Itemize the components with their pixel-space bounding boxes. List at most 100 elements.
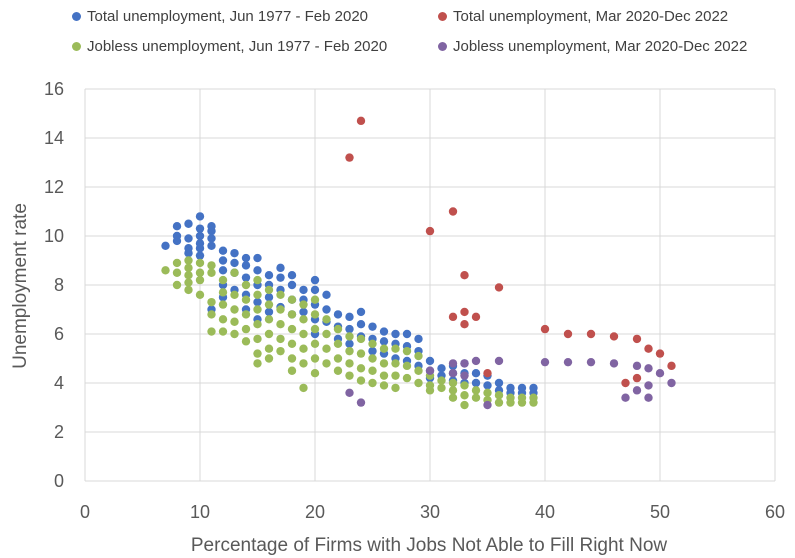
data-point [253, 290, 262, 299]
data-point [437, 383, 446, 393]
data-point [402, 346, 412, 356]
data-point [506, 398, 515, 407]
data-point [333, 339, 343, 348]
data-point [425, 366, 435, 375]
data-point [253, 266, 262, 275]
y-tick-label: 14 [44, 128, 64, 148]
data-point [379, 381, 389, 390]
data-point [264, 315, 274, 324]
data-point [253, 305, 262, 314]
data-point [345, 359, 354, 368]
y-tick-label: 6 [54, 324, 64, 344]
data-point [632, 386, 642, 395]
data-point [241, 253, 251, 263]
data-point [207, 226, 216, 236]
legend-label: Total unemployment, Mar 2020-Dec 2022 [453, 8, 729, 25]
y-tick-label: 10 [44, 226, 64, 246]
x-tick-label: 10 [190, 502, 210, 522]
data-point [448, 359, 458, 368]
data-point [195, 268, 205, 277]
data-point [483, 381, 492, 390]
data-point [264, 293, 274, 302]
data-point [241, 324, 251, 334]
data-point [264, 329, 274, 339]
data-point [655, 369, 665, 378]
legend-item-jobless-pre: Jobless unemployment, Jun 1977 - Feb 202… [72, 38, 387, 55]
data-point [241, 310, 251, 319]
data-point [333, 310, 343, 319]
data-point [172, 268, 182, 277]
data-point [345, 388, 354, 397]
data-point [563, 329, 573, 339]
data-point [460, 381, 469, 390]
data-point [184, 271, 193, 280]
data-point [264, 271, 274, 280]
data-point [632, 373, 642, 383]
data-point [483, 388, 492, 397]
data-point [586, 329, 596, 339]
tick-labels: 0 2 4 6 8 10 12 14 16 0 10 20 30 40 50 60 [44, 79, 785, 522]
data-point [368, 378, 377, 388]
data-point [287, 339, 297, 348]
data-point [241, 280, 251, 290]
data-point [207, 310, 216, 319]
data-point [379, 337, 389, 346]
legend-item-total-post: Total unemployment, Mar 2020-Dec 2022 [438, 8, 728, 25]
data-point [276, 263, 285, 273]
data-point [264, 307, 274, 317]
data-point [609, 359, 619, 368]
data-point [207, 268, 216, 277]
data-point [448, 207, 458, 216]
data-point [655, 349, 665, 358]
data-point [207, 234, 216, 243]
data-point [218, 275, 228, 285]
legend-marker-icon [438, 12, 447, 21]
data-point [218, 288, 228, 297]
data-point [172, 236, 182, 246]
data-point [299, 285, 308, 295]
data-point [310, 339, 320, 348]
data-point [402, 373, 412, 383]
data-point [356, 307, 366, 317]
data-point [184, 278, 193, 287]
x-tick-label: 20 [305, 502, 325, 522]
data-point [609, 332, 619, 341]
data-point [195, 244, 205, 253]
data-point [667, 378, 676, 388]
legend-marker-icon [72, 12, 81, 21]
data-point [402, 329, 412, 339]
data-point [345, 312, 354, 322]
data-point [322, 315, 331, 324]
data-point [218, 300, 228, 309]
data-point [207, 261, 216, 270]
data-point [310, 285, 320, 295]
data-point [195, 231, 205, 241]
legend-marker-icon [438, 42, 447, 51]
data-point [299, 344, 308, 353]
data-point [368, 354, 377, 363]
data-point [368, 322, 377, 331]
data-point [184, 285, 193, 295]
data-point [253, 297, 262, 307]
x-axis-title: Percentage of Firms with Jobs Not Able t… [191, 535, 668, 556]
data-point [379, 344, 389, 353]
x-tick-label: 40 [535, 502, 555, 522]
data-point [494, 398, 504, 407]
data-point [460, 359, 469, 368]
data-point [483, 400, 492, 410]
data-point [264, 344, 274, 353]
data-point [241, 337, 251, 346]
data-point [471, 356, 481, 366]
data-point [230, 290, 239, 299]
data-point [310, 295, 320, 304]
data-point [230, 329, 239, 339]
data-point [414, 366, 423, 375]
data-point [368, 339, 377, 348]
data-point [299, 307, 308, 317]
data-point [632, 334, 642, 344]
data-point [241, 261, 251, 270]
data-point [621, 378, 630, 388]
y-tick-label: 2 [54, 422, 64, 442]
